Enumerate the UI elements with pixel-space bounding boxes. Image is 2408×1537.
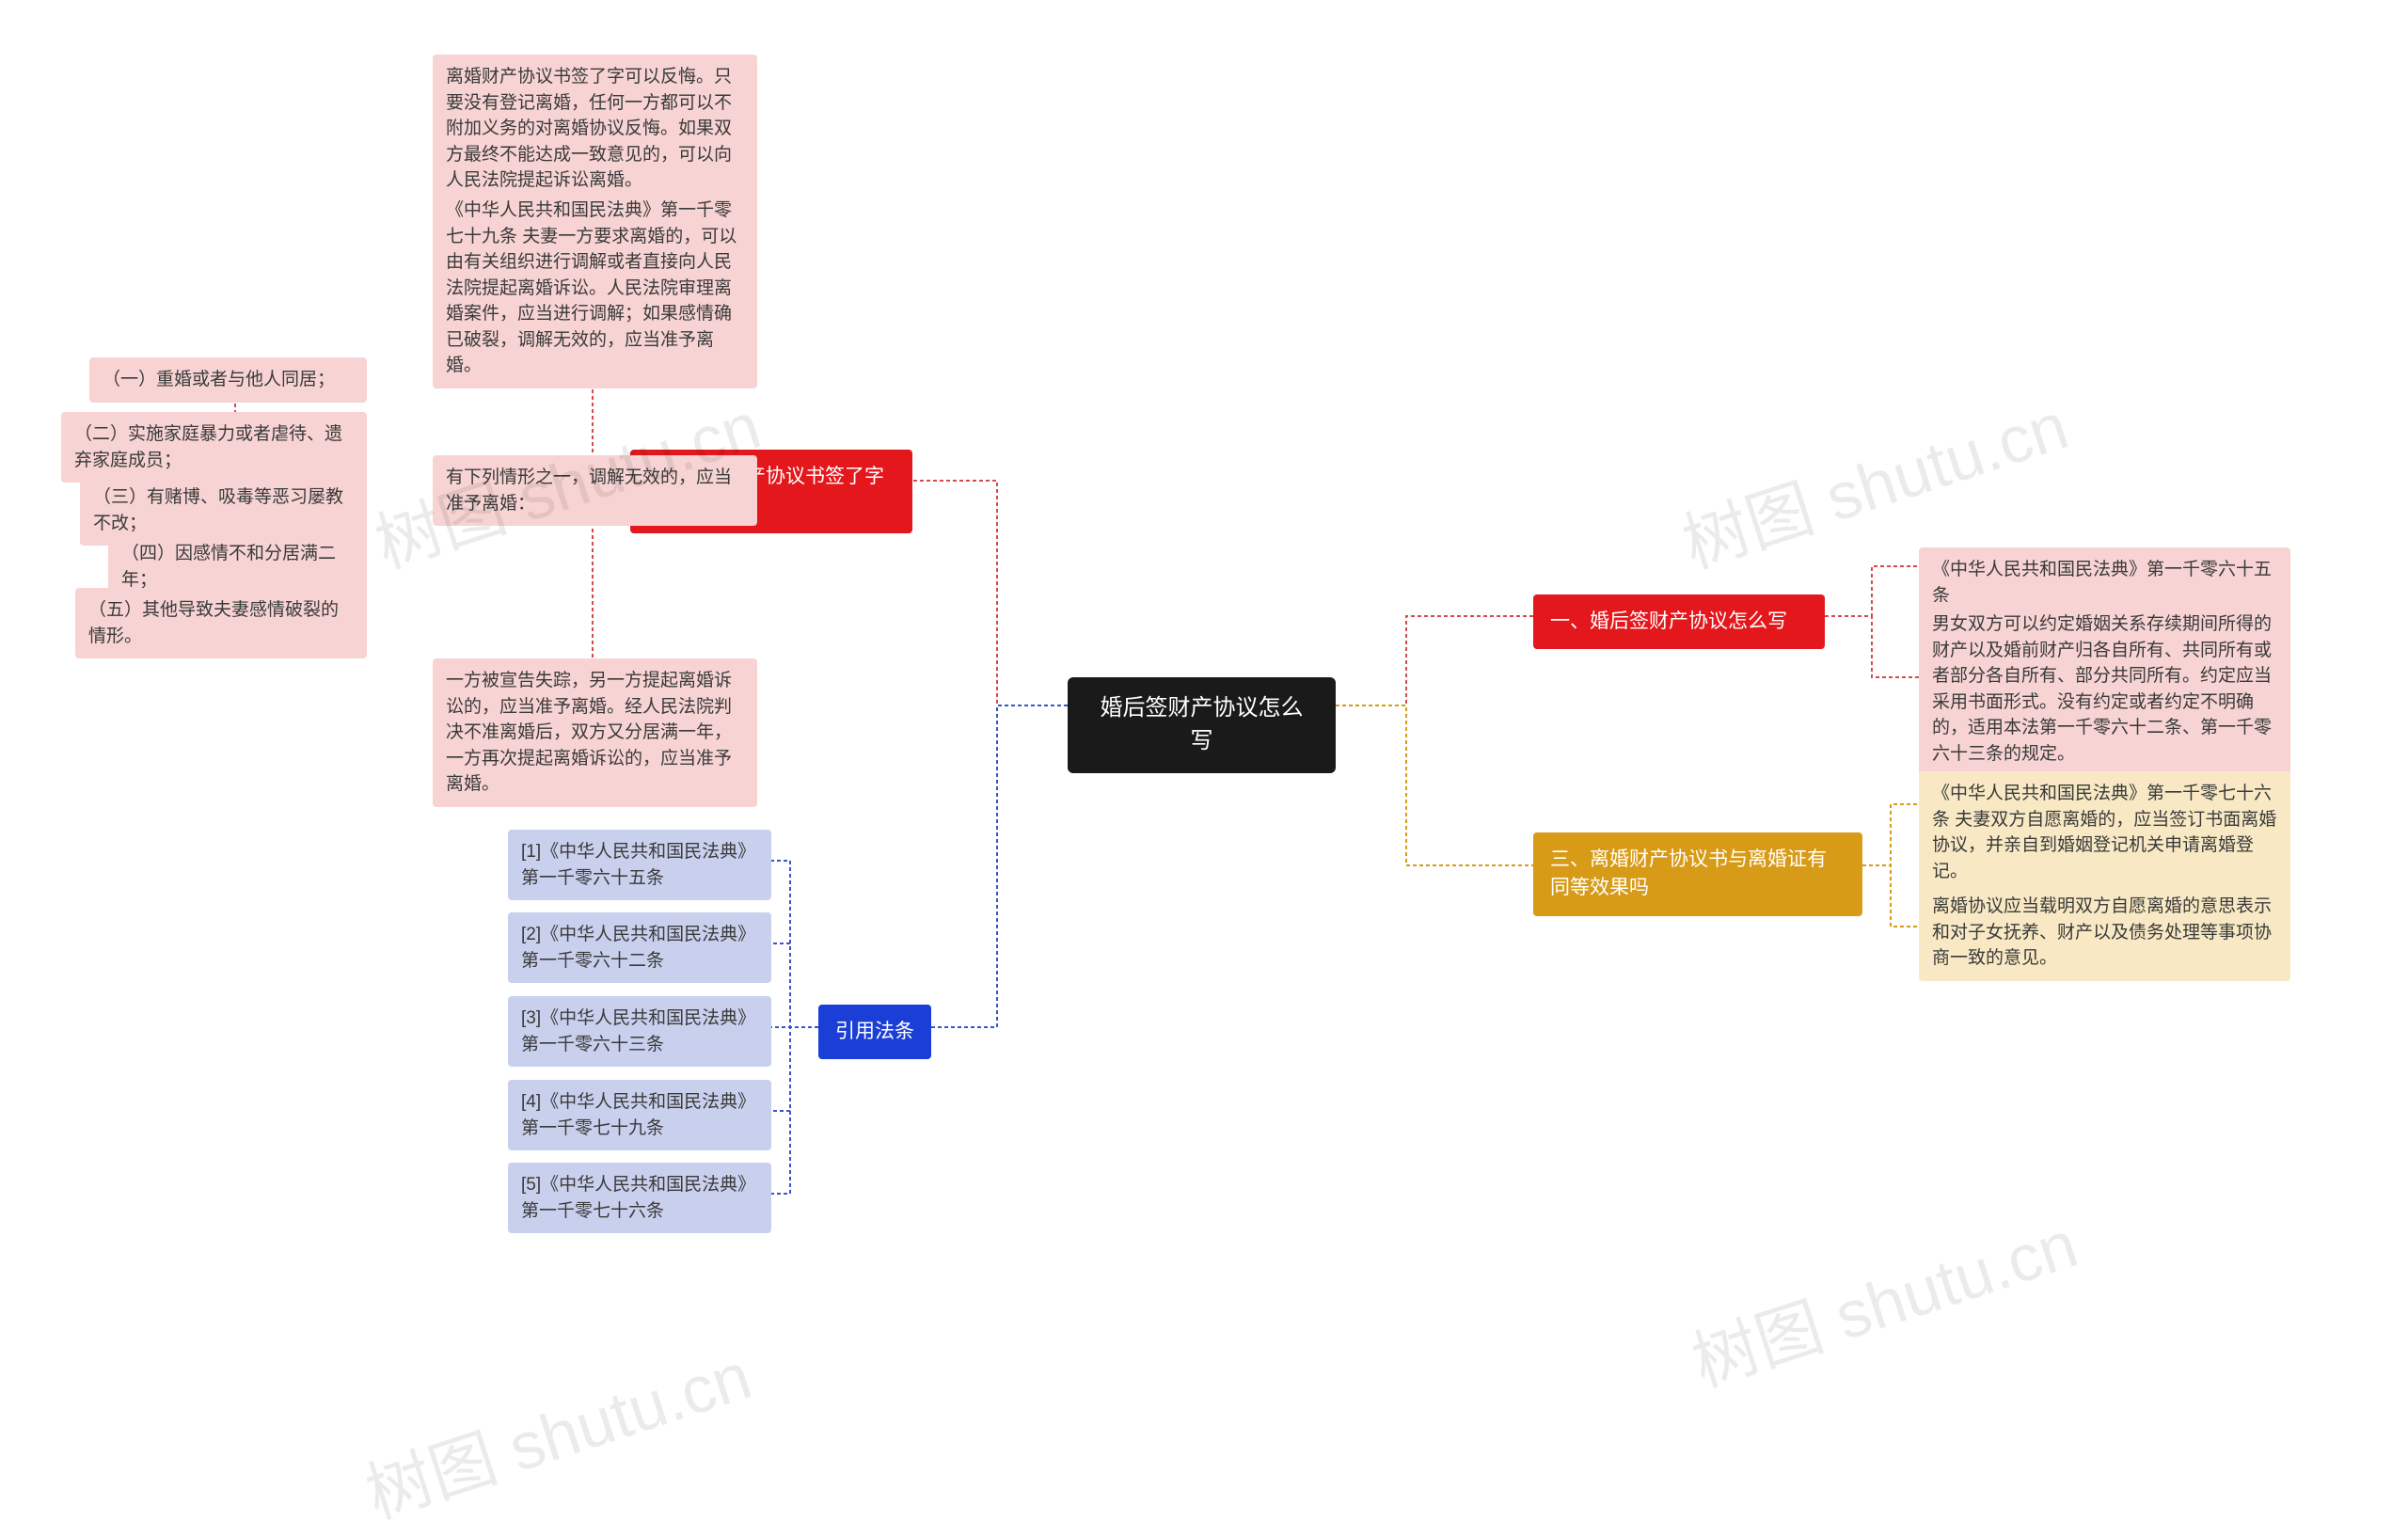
- branch-2-leaf-1[interactable]: 《中华人民共和国民法典》第一千零七十九条 夫妻一方要求离婚的，可以由有关组织进行…: [433, 188, 757, 388]
- watermark-3: 树图 shutu.cn: [1679, 1192, 2088, 1405]
- branch-1-node[interactable]: 一、婚后签财产协议怎么写: [1533, 594, 1825, 649]
- branch-3-leaf-0[interactable]: 《中华人民共和国民法典》第一千零七十六条 夫妻双方自愿离婚的，应当签订书面离婚协…: [1919, 771, 2290, 894]
- branch-4-leaf-2[interactable]: [3]《中华人民共和国民法典》 第一千零六十三条: [508, 996, 771, 1067]
- branch-1-leaf-1[interactable]: 男女双方可以约定婚姻关系存续期间所得的财产以及婚前财产归各自所有、共同所有或者部…: [1919, 602, 2290, 776]
- branch-2-sub-leaf-1[interactable]: （二）实施家庭暴力或者虐待、遗弃家庭成员；: [61, 412, 367, 483]
- branch-2-leaf-0[interactable]: 离婚财产协议书签了字可以反悔。只要没有登记离婚，任何一方都可以不附加义务的对离婚…: [433, 55, 757, 203]
- branch-2-subnode[interactable]: 有下列情形之一，调解无效的，应当准予离婚：: [433, 455, 757, 526]
- branch-4-leaf-1[interactable]: [2]《中华人民共和国民法典》 第一千零六十二条: [508, 912, 771, 983]
- mindmap-canvas: 婚后签财产协议怎么写 一、婚后签财产协议怎么写 《中华人民共和国民法典》第一千零…: [0, 0, 2408, 1431]
- branch-3-node[interactable]: 三、离婚财产协议书与离婚证有同等效果吗: [1533, 832, 1862, 916]
- branch-4-node[interactable]: 引用法条: [818, 1005, 931, 1059]
- branch-2-sub-leaf-0[interactable]: （一）重婚或者与他人同居；: [89, 357, 367, 403]
- branch-4-leaf-0[interactable]: [1]《中华人民共和国民法典》 第一千零六十五条: [508, 830, 771, 900]
- watermark-2: 树图 shutu.cn: [353, 1323, 762, 1537]
- branch-4-leaf-3[interactable]: [4]《中华人民共和国民法典》 第一千零七十九条: [508, 1080, 771, 1150]
- branch-4-leaf-4[interactable]: [5]《中华人民共和国民法典》 第一千零七十六条: [508, 1163, 771, 1233]
- branch-3-leaf-1[interactable]: 离婚协议应当载明双方自愿离婚的意思表示和对子女抚养、财产以及债务处理等事项协商一…: [1919, 884, 2290, 981]
- branch-2-leaf-2[interactable]: 一方被宣告失踪，另一方提起离婚诉讼的，应当准予离婚。经人民法院判决不准离婚后，双…: [433, 658, 757, 807]
- root-node[interactable]: 婚后签财产协议怎么写: [1068, 677, 1336, 773]
- branch-2-sub-leaf-4[interactable]: （五）其他导致夫妻感情破裂的情形。: [75, 588, 367, 658]
